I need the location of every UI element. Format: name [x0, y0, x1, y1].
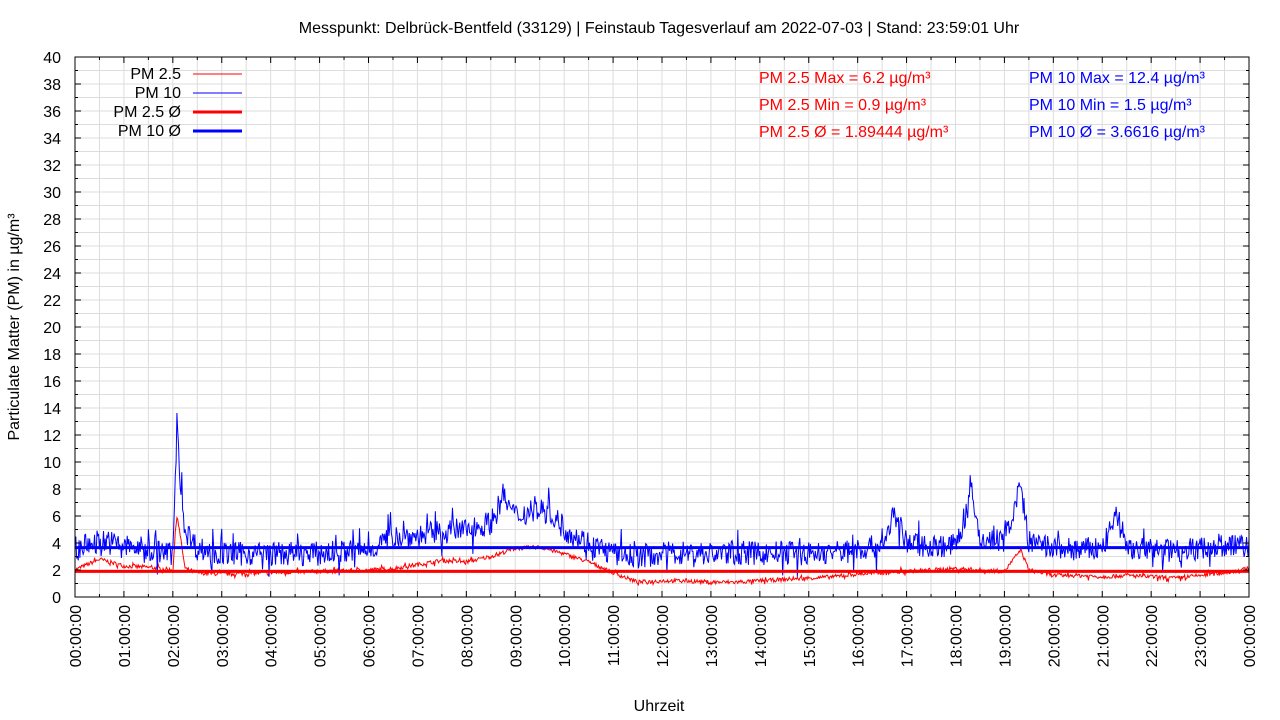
x-axis-label: Uhrzeit — [634, 698, 685, 715]
y-tick-label: 0 — [52, 590, 61, 607]
x-tick-label: 05:00:00 — [313, 605, 330, 667]
y-tick-label: 4 — [52, 536, 61, 553]
y-axis-label: Particulate Matter (PM) in µg/m³ — [6, 213, 23, 441]
x-tick-label: 10:00:00 — [557, 605, 574, 667]
x-tick-label: 00:00:00 — [1242, 605, 1259, 667]
stat-pm10-avg: PM 10 Ø = 3.6616 µg/m³ — [1029, 124, 1206, 141]
legend-label-pm10-avg: PM 10 Ø — [118, 123, 181, 140]
chart-title: Messpunkt: Delbrück-Bentfeld (33129) | F… — [299, 20, 1020, 37]
y-tick-label: 18 — [43, 347, 61, 364]
x-tick-label: 16:00:00 — [851, 605, 868, 667]
y-tick-label: 14 — [43, 401, 61, 418]
x-tick-label: 06:00:00 — [362, 605, 379, 667]
x-tick-label: 11:00:00 — [606, 605, 623, 666]
stat-pm10-max: PM 10 Max = 12.4 µg/m³ — [1029, 70, 1206, 87]
x-tick-label: 21:00:00 — [1095, 605, 1112, 667]
x-tick-label: 23:00:00 — [1193, 605, 1210, 667]
x-tick-label: 02:00:00 — [166, 605, 183, 667]
y-tick-label: 30 — [43, 185, 61, 202]
stat-pm25-max: PM 2.5 Max = 6.2 µg/m³ — [759, 70, 931, 87]
series-line-pm-10 — [74, 412, 1250, 577]
stat-pm10-min: PM 10 Min = 1.5 µg/m³ — [1029, 97, 1192, 114]
grid — [74, 56, 1250, 598]
x-tick-label: 17:00:00 — [900, 605, 917, 667]
x-tick-label: 13:00:00 — [704, 605, 721, 667]
y-tick-label: 10 — [43, 455, 61, 472]
x-tick-label: 08:00:00 — [459, 605, 476, 667]
y-tick-label: 2 — [52, 563, 61, 580]
y-tick-label: 38 — [43, 77, 61, 94]
x-tick-label: 14:00:00 — [753, 605, 770, 667]
x-tick-label: 03:00:00 — [215, 605, 232, 667]
x-tick-label: 19:00:00 — [997, 605, 1014, 667]
y-tick-label: 8 — [52, 482, 61, 499]
stats-annotations: PM 2.5 Max = 6.2 µg/m³ PM 2.5 Min = 0.9 … — [759, 70, 1206, 141]
stat-pm25-min: PM 2.5 Min = 0.9 µg/m³ — [759, 97, 927, 114]
y-tick-label: 20 — [43, 320, 61, 337]
y-tick-label: 40 — [43, 50, 61, 67]
x-tick-label: 04:00:00 — [264, 605, 281, 667]
tick-marks — [74, 56, 1250, 598]
x-tick-label: 07:00:00 — [410, 605, 427, 667]
x-tick-label: 01:00:00 — [117, 605, 134, 667]
y-tick-label: 28 — [43, 212, 61, 229]
legend-label-pm25-avg: PM 2.5 Ø — [113, 104, 181, 121]
x-tick-label: 22:00:00 — [1144, 605, 1161, 667]
x-tick-label: 20:00:00 — [1046, 605, 1063, 667]
x-tick-labels: 00:00:00 01:00:00 02:00:00 03:00:00 04:00:00… — [68, 605, 1259, 667]
y-tick-label: 22 — [43, 293, 61, 310]
legend-label-pm10: PM 10 — [135, 85, 181, 102]
y-tick-label: 26 — [43, 239, 61, 256]
x-tick-label: 15:00:00 — [802, 605, 819, 667]
x-tick-label: 09:00:00 — [508, 605, 525, 667]
y-tick-label: 12 — [43, 428, 61, 445]
y-tick-label: 16 — [43, 374, 61, 391]
x-tick-label: 12:00:00 — [655, 605, 672, 667]
y-tick-label: 6 — [52, 509, 61, 526]
average-lines — [75, 546, 1249, 573]
x-tick-label: 18:00:00 — [949, 605, 966, 667]
stat-pm25-avg: PM 2.5 Ø = 1.89444 µg/m³ — [759, 124, 949, 141]
y-tick-label: 36 — [43, 104, 61, 121]
y-tick-label: 34 — [43, 131, 61, 148]
legend-label-pm25: PM 2.5 — [130, 66, 181, 83]
y-tick-label: 24 — [43, 266, 61, 283]
x-tick-label: 00:00:00 — [68, 605, 85, 667]
legend: PM 2.5 PM 10 PM 2.5 Ø PM 10 Ø — [113, 66, 242, 140]
y-tick-label: 32 — [43, 158, 61, 175]
